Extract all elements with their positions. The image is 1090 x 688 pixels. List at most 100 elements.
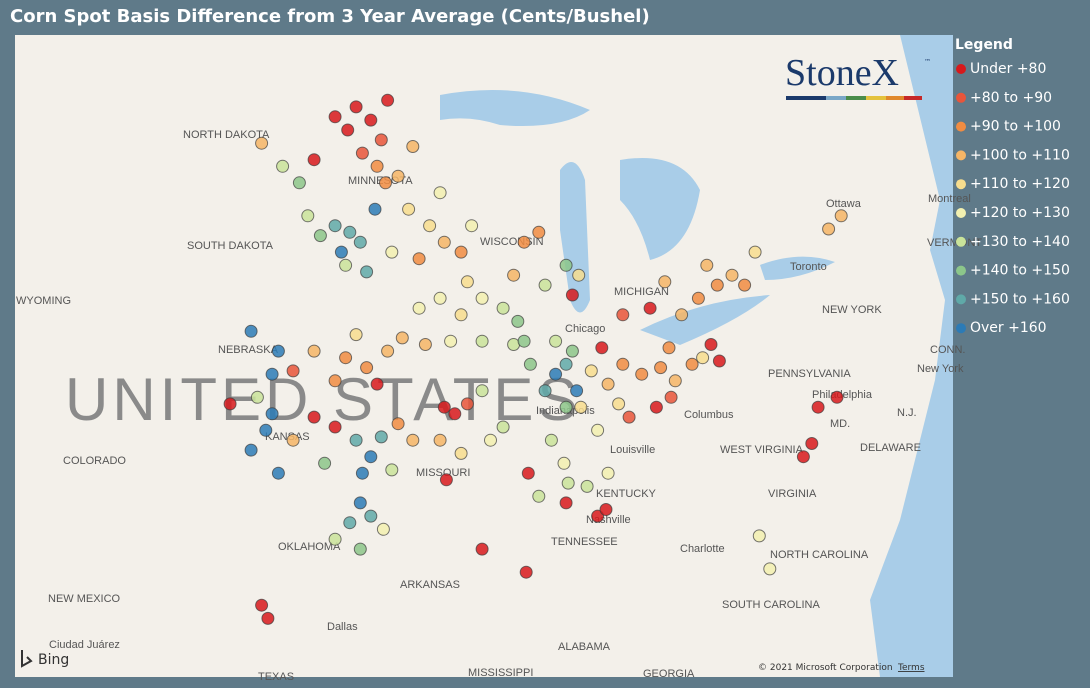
map-point bbox=[433, 291, 447, 305]
map-point bbox=[559, 496, 573, 510]
map-point bbox=[339, 258, 353, 272]
map-label: NORTH DAKOTA bbox=[183, 129, 270, 141]
bing-icon bbox=[21, 650, 33, 668]
map-point bbox=[244, 443, 258, 457]
legend-label: +130 to +140 bbox=[970, 234, 1070, 250]
map-point bbox=[328, 219, 342, 233]
legend-swatch bbox=[956, 64, 966, 74]
map-label: TENNESSEE bbox=[551, 536, 618, 548]
map-label: MISSISSIPPI bbox=[468, 667, 533, 679]
map-point bbox=[830, 390, 844, 404]
map-point bbox=[276, 159, 290, 173]
map-point bbox=[664, 390, 678, 404]
map-point bbox=[599, 503, 613, 516]
map-point bbox=[353, 496, 367, 510]
logo-bar bbox=[866, 96, 886, 100]
map-label: TEXAS bbox=[258, 671, 294, 683]
map-point bbox=[475, 334, 489, 348]
map-point bbox=[517, 235, 531, 249]
map-point bbox=[391, 417, 405, 431]
legend-swatch bbox=[956, 265, 966, 276]
map-point bbox=[738, 278, 752, 292]
legend-swatch bbox=[956, 208, 966, 218]
map-point bbox=[412, 252, 426, 266]
map-label: GEORGIA bbox=[643, 668, 695, 680]
map-point bbox=[460, 275, 474, 289]
map-point bbox=[549, 367, 563, 381]
map-point bbox=[805, 437, 819, 450]
lake-superior bbox=[440, 90, 590, 126]
map-point bbox=[454, 446, 468, 460]
map-point bbox=[460, 397, 474, 411]
map-point bbox=[752, 529, 766, 543]
map-point bbox=[433, 433, 447, 447]
legend-label: +140 to +150 bbox=[970, 263, 1070, 279]
map-point bbox=[223, 397, 237, 411]
map-point bbox=[616, 308, 630, 322]
map-label: WYOMING bbox=[16, 295, 71, 307]
map-point bbox=[334, 245, 348, 259]
map-point bbox=[406, 433, 420, 447]
map-point bbox=[662, 341, 676, 355]
map-label: PENNSYLVANIA bbox=[768, 368, 851, 380]
map-labels: NORTH DAKOTA MINNESOTA SOUTH DAKOTA WISC… bbox=[16, 129, 982, 683]
map-point bbox=[433, 186, 447, 200]
map-point bbox=[538, 278, 552, 292]
map-label: NEW MEXICO bbox=[48, 593, 121, 605]
logo-text: StoneX bbox=[785, 52, 899, 94]
map-point bbox=[465, 219, 479, 233]
map-label: COLORADO bbox=[63, 455, 126, 467]
map-point bbox=[559, 357, 573, 371]
map-point bbox=[376, 522, 390, 536]
map-point bbox=[748, 245, 762, 259]
legend-swatch bbox=[956, 121, 966, 132]
map-point bbox=[370, 159, 384, 173]
map-point bbox=[343, 225, 357, 239]
map-point bbox=[385, 463, 399, 477]
map-point bbox=[307, 410, 321, 424]
map-point bbox=[343, 516, 357, 530]
map-label: ARKANSAS bbox=[400, 579, 460, 591]
map-point bbox=[402, 202, 416, 216]
map-point bbox=[475, 384, 489, 398]
lake-huron bbox=[620, 158, 700, 260]
map-point bbox=[391, 169, 405, 183]
map-point bbox=[549, 334, 563, 348]
map-point bbox=[763, 562, 777, 576]
map-point bbox=[385, 245, 399, 259]
map-point bbox=[360, 265, 374, 279]
map-point bbox=[691, 291, 705, 305]
map-label: Dallas bbox=[327, 621, 358, 633]
map-point bbox=[475, 542, 489, 556]
map-label: NEBRASKA bbox=[218, 344, 279, 356]
map-point bbox=[349, 100, 363, 114]
map-country-label: UNITED STATES bbox=[65, 366, 581, 433]
map-point bbox=[328, 420, 342, 434]
map-point bbox=[307, 344, 321, 358]
map-point bbox=[349, 328, 363, 342]
map-point bbox=[519, 565, 533, 579]
points bbox=[223, 93, 848, 625]
map-point bbox=[448, 407, 462, 421]
map-label: SOUTH DAKOTA bbox=[187, 240, 274, 252]
map-label: NEW YORK bbox=[822, 304, 882, 316]
map-point bbox=[381, 93, 395, 107]
map-label: KENTUCKY bbox=[596, 488, 657, 500]
logo-bar bbox=[826, 96, 846, 100]
legend-swatch bbox=[956, 92, 966, 103]
copyright: © 2021 Microsoft Corporation bbox=[758, 663, 893, 673]
map-point bbox=[484, 433, 497, 447]
map-point bbox=[561, 476, 575, 490]
map-point bbox=[700, 258, 714, 272]
map-point bbox=[710, 278, 724, 292]
legend-label: +90 to +100 bbox=[970, 119, 1061, 135]
map-point bbox=[580, 479, 594, 493]
map-point bbox=[725, 268, 739, 282]
map-point bbox=[395, 331, 409, 345]
map-label: Chicago bbox=[565, 323, 605, 335]
terms-link[interactable]: Terms bbox=[897, 663, 925, 673]
map-label: CONN. bbox=[930, 344, 965, 356]
map-point bbox=[439, 473, 453, 487]
map-point bbox=[601, 466, 615, 480]
map-point bbox=[496, 301, 510, 315]
